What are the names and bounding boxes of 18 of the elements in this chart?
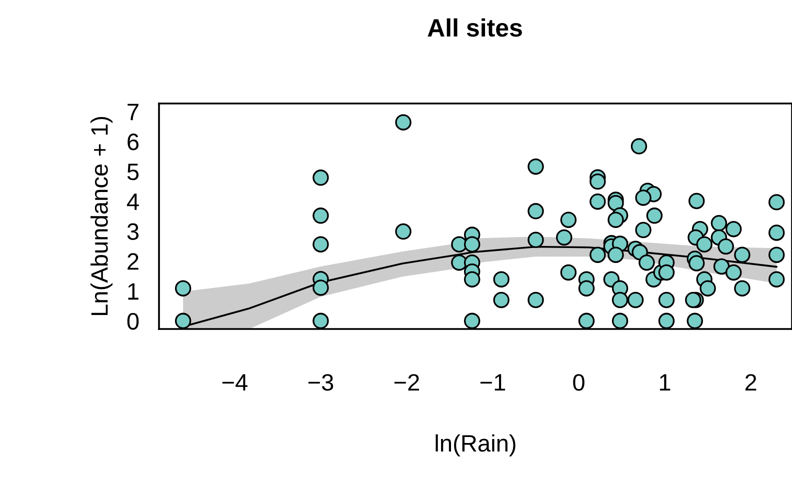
y-tick-label: 2 [128,253,138,270]
y-tick-label: 3 [127,223,139,240]
y-tick-label: 0 [127,312,139,330]
y-tick-label: 5 [127,164,139,180]
x-tick-label: 1 [660,374,670,391]
x-tick-label: −1 [480,374,506,391]
x-tick-label: −3 [308,374,334,391]
y-tick-label: 7 [128,104,138,120]
y-axis-title: Ln(Abundance + 1) [90,116,113,316]
x-tick-label: −2 [394,374,420,391]
y-tick-label: 1 [128,283,138,300]
x-axis-title: ln(Rain) [436,434,516,456]
chart-title: All sites [428,18,522,37]
y-tick-label: 6 [128,134,139,150]
x-tick-label: 2 [745,374,756,391]
x-tick-label: −4 [222,374,248,391]
x-tick-label: 0 [573,374,584,391]
y-tick-label: 4 [126,194,139,210]
